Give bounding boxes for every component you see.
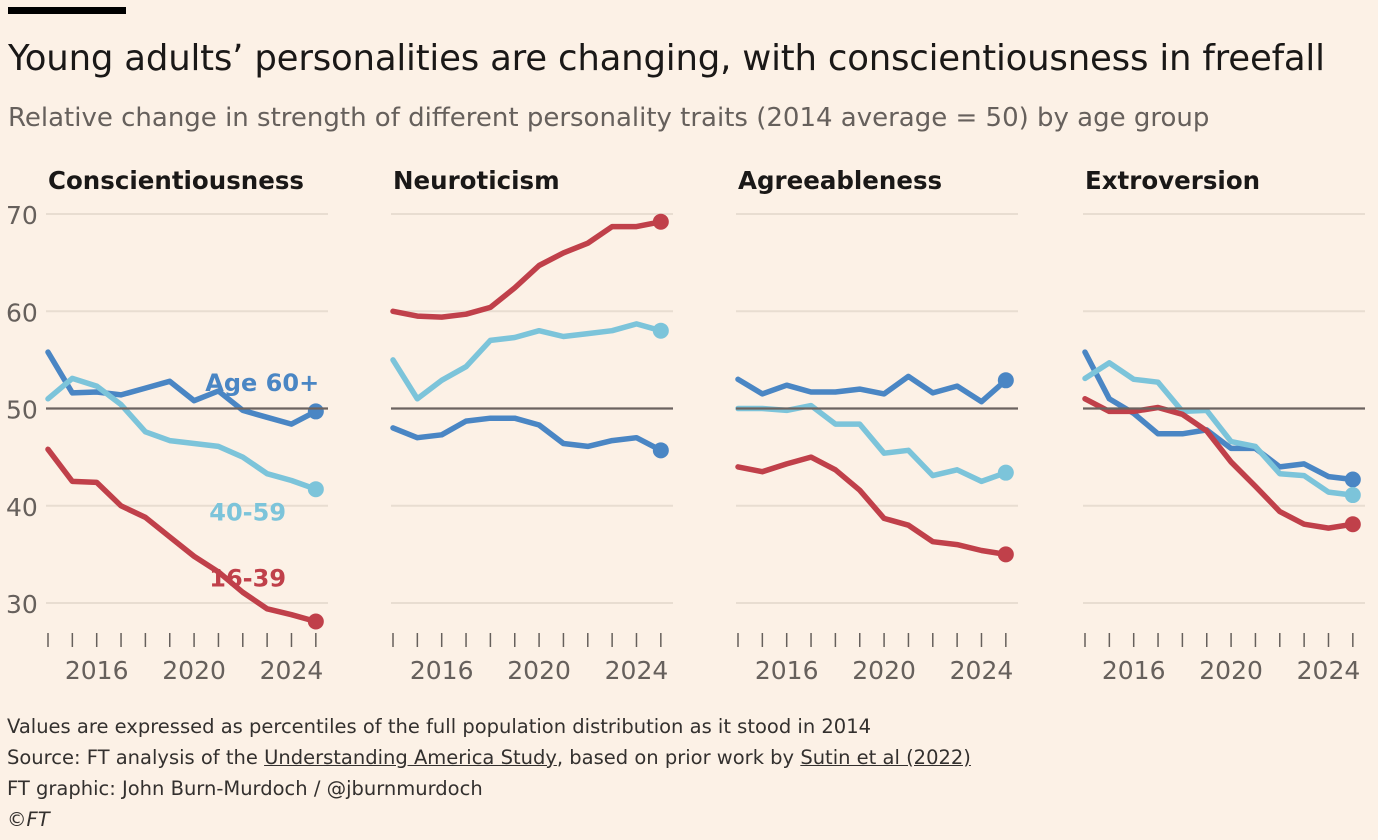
panel-conscientiousness: Conscientiousness 2016 2020 2024 Age 60+ 40-5… [45, 166, 328, 685]
series-line-age-16-39 [735, 454, 1009, 558]
chart-title: Young adults’ personalities are changing… [8, 38, 1325, 79]
x-tick-label: 2024 [950, 656, 1014, 685]
series-endpoint-age-60-plus [997, 372, 1014, 389]
series-line-age-40-59 [45, 375, 319, 492]
x-tick-label: 2020 [852, 656, 916, 685]
series-endpoint-age-40-59 [997, 464, 1014, 481]
x-tick-label: 2016 [1102, 656, 1166, 685]
footer-note: Values are expressed as percentiles of t… [7, 715, 872, 738]
x-tick-label: 2024 [605, 656, 669, 685]
panel-extroversion: Extroversion 2016 2020 2024 [1082, 166, 1365, 685]
source-link-sutin-et-al[interactable]: Sutin et al (2022) [800, 746, 971, 769]
x-tick-label: 2016 [65, 656, 129, 685]
series-endpoint-age-60-plus [652, 442, 669, 459]
x-tick-label: 2024 [260, 656, 324, 685]
series-line-age-16-39 [390, 219, 664, 320]
y-tick-label: 60 [6, 298, 38, 327]
x-tick-label: 2024 [1297, 656, 1361, 685]
series-endpoint-age-40-59 [1344, 487, 1361, 504]
y-tick-label: 50 [6, 396, 38, 425]
x-tick-label: 2016 [410, 656, 474, 685]
series-endpoint-age-40-59 [307, 481, 324, 498]
series-label-age-40-59: 40-59 [209, 499, 286, 527]
series-line-age-60-plus [45, 349, 319, 427]
panel-title: Agreeableness [738, 166, 942, 195]
footer: Values are expressed as percentiles of t… [7, 711, 971, 835]
series-line-age-40-59 [390, 321, 664, 402]
series-endpoint-age-40-59 [652, 322, 669, 339]
x-tick-label: 2020 [1199, 656, 1263, 685]
series-endpoint-age-16-39 [652, 213, 669, 230]
footer-credit: FT graphic: John Burn-Murdoch / @jburnmu… [7, 777, 483, 800]
series-line-age-16-39 [1082, 396, 1356, 531]
series-line-age-60-plus [735, 373, 1009, 405]
panel-neuroticism: Neuroticism 2016 2020 2024 [390, 166, 673, 685]
series-endpoint-age-16-39 [307, 613, 324, 630]
footer-source: Source: FT analysis of the Understanding… [7, 742, 971, 773]
series-endpoint-age-16-39 [997, 546, 1014, 563]
panel-agreeableness: Agreeableness 2016 2020 2024 [735, 166, 1018, 685]
panel-title: Conscientiousness [48, 166, 304, 195]
series-line-age-60-plus [390, 415, 664, 454]
x-tick-label: 2020 [507, 656, 571, 685]
brand-bar [8, 7, 126, 14]
series-label-age-16-39: 16-39 [209, 565, 286, 593]
series-label-age-60-plus: Age 60+ [205, 369, 319, 397]
y-tick-label: 30 [6, 590, 38, 619]
series-line-age-40-59 [1082, 360, 1356, 498]
source-link-understanding-america-study[interactable]: Understanding America Study [264, 746, 557, 769]
series-endpoint-age-60-plus [1344, 471, 1361, 488]
x-tick-label: 2020 [162, 656, 226, 685]
series-line-age-16-39 [45, 446, 319, 625]
x-tick-label: 2016 [755, 656, 819, 685]
footer-copyright: ©FT [7, 808, 50, 831]
series-line-age-40-59 [735, 402, 1009, 485]
series-endpoint-age-60-plus [307, 403, 324, 420]
y-tick-label: 70 [6, 201, 38, 230]
chart-subtitle: Relative change in strength of different… [8, 103, 1210, 133]
panel-title: Neuroticism [393, 166, 560, 195]
source-prefix: Source: FT analysis of the [7, 746, 265, 769]
panel-title: Extroversion [1085, 166, 1260, 195]
series-endpoint-age-16-39 [1344, 516, 1361, 533]
y-tick-label: 40 [6, 493, 38, 522]
source-middle: , based on prior work by [556, 746, 801, 769]
